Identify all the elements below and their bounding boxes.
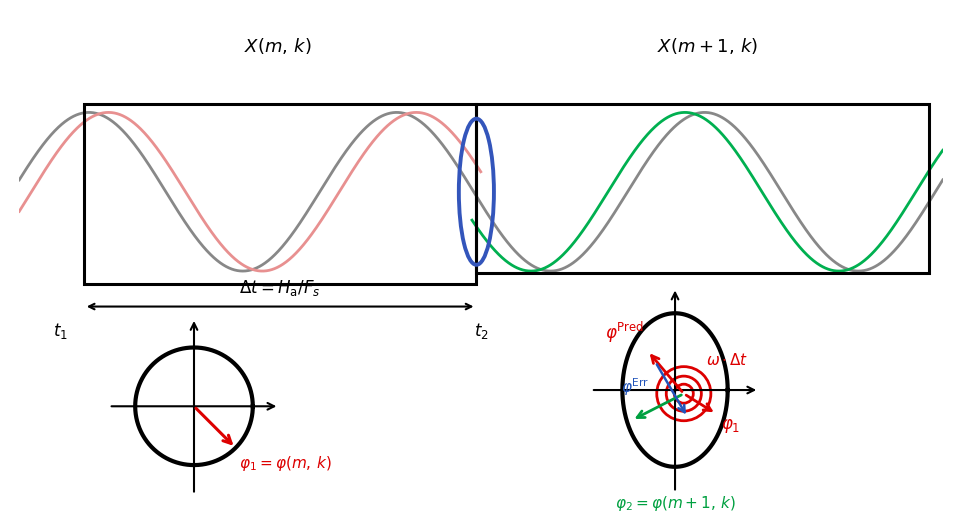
Text: $\varphi_1$: $\varphi_1$ bbox=[720, 418, 739, 436]
Text: $\varphi_1 = \varphi(m,\, k)$: $\varphi_1 = \varphi(m,\, k)$ bbox=[238, 454, 331, 473]
Text: $\varphi^\mathrm{Pred}$: $\varphi^\mathrm{Pred}$ bbox=[604, 320, 644, 345]
Text: $\varphi^\mathrm{Err}$: $\varphi^\mathrm{Err}$ bbox=[621, 377, 649, 398]
Text: $t_2$: $t_2$ bbox=[473, 321, 488, 341]
Text: $t_1$: $t_1$ bbox=[53, 321, 68, 341]
Text: $\Delta t = H_\mathrm{a}/F_s$: $\Delta t = H_\mathrm{a}/F_s$ bbox=[239, 278, 321, 298]
Text: $X(m+1,\, k)$: $X(m+1,\, k)$ bbox=[656, 36, 757, 56]
Bar bbox=[476, 104, 928, 273]
Text: $X(m,\, k)$: $X(m,\, k)$ bbox=[244, 36, 311, 56]
Text: $\omega \cdot \Delta t$: $\omega \cdot \Delta t$ bbox=[705, 352, 748, 368]
Bar bbox=[84, 104, 476, 283]
Text: $\varphi_2 = \varphi(m+1,\, k)$: $\varphi_2 = \varphi(m+1,\, k)$ bbox=[614, 494, 735, 513]
